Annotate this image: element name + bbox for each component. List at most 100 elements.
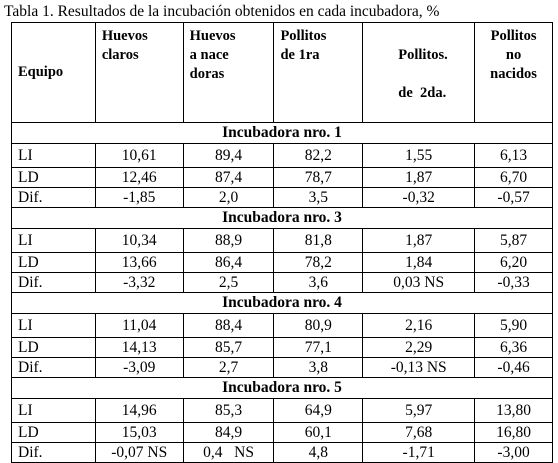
table-row-ld: LD 15,03 84,9 60,1 7,68 16,80 — [11, 422, 553, 443]
data-cell: 10,34 — [94, 228, 184, 253]
data-cell: 64,9 — [273, 398, 364, 423]
header-line: Pollitos. — [398, 47, 448, 63]
data-cell: 5,90 — [474, 313, 553, 338]
table-row-ld: LD 14,13 85,7 77,1 2,29 6,36 — [11, 337, 553, 358]
section-row: Incubadora nro. 5 — [11, 377, 553, 399]
header-line: no — [505, 47, 522, 63]
header-pollitos-2da: Pollitos. de 2da. — [362, 22, 476, 123]
header-pollitos-no-nacidos: Pollitos no nacidos — [474, 22, 553, 123]
data-cell: -0,33 — [474, 272, 553, 293]
data-cell: 14,96 — [94, 398, 184, 423]
header-pollitos-1ra: Pollitos de 1ra — [273, 22, 364, 123]
data-cell: 6,20 — [474, 252, 553, 273]
data-cell: 6,70 — [474, 167, 553, 188]
incubation-results-table: Equipo Huevos claros Huevos a nace doras… — [11, 22, 553, 463]
data-cell: 0,03 NS — [362, 272, 476, 293]
data-cell: -0,57 — [474, 187, 553, 208]
table-row-li: LI 11,04 88,4 80,9 2,16 5,90 — [11, 313, 553, 338]
data-cell: 13,80 — [474, 398, 553, 423]
row-label: LD — [11, 252, 96, 273]
row-label: LD — [11, 337, 96, 358]
table-caption: Tabla 1. Resultados de la incubación obt… — [4, 3, 440, 20]
data-cell: -3,32 — [94, 272, 184, 293]
data-cell: -3,09 — [94, 357, 184, 378]
data-cell: -0,13 NS — [362, 357, 476, 378]
header-line: Pollitos — [280, 28, 327, 44]
data-cell: 84,9 — [182, 422, 275, 443]
section-title: Incubadora nro. 5 — [11, 377, 553, 399]
data-cell: -0,07 NS — [94, 442, 184, 463]
row-label: LI — [11, 398, 96, 423]
data-cell: 2,5 — [182, 272, 275, 293]
row-label: LD — [11, 422, 96, 443]
data-cell: 3,5 — [273, 187, 364, 208]
data-cell: 87,4 — [182, 167, 275, 188]
data-cell: 4,8 — [273, 442, 364, 463]
data-cell: 6,13 — [474, 143, 553, 168]
data-cell: -1,71 — [362, 442, 476, 463]
data-cell: 78,7 — [273, 167, 364, 188]
header-row: Equipo Huevos claros Huevos a nace doras… — [11, 22, 553, 123]
section-title: Incubadora nro. 1 — [11, 122, 553, 144]
data-cell: 7,68 — [362, 422, 476, 443]
data-cell: 2,0 — [182, 187, 275, 208]
data-cell: 14,13 — [94, 337, 184, 358]
data-cell: 80,9 — [273, 313, 364, 338]
data-cell: 89,4 — [182, 143, 275, 168]
data-cell: 16,80 — [474, 422, 553, 443]
table-row-dif: Dif. -3,09 2,7 3,8 -0,13 NS -0,46 — [11, 357, 553, 378]
header-equipo: Equipo — [11, 22, 96, 123]
data-cell: 85,3 — [182, 398, 275, 423]
table-row-dif: Dif. -3,32 2,5 3,6 0,03 NS -0,33 — [11, 272, 553, 293]
table-row-li: LI 10,34 88,9 81,8 1,87 5,87 — [11, 228, 553, 253]
row-label: LI — [11, 228, 96, 253]
row-label: LI — [11, 313, 96, 338]
section-title: Incubadora nro. 3 — [11, 207, 553, 229]
data-cell: 0,4 NS — [182, 442, 275, 463]
table-row-dif: Dif. -0,07 NS 0,4 NS 4,8 -1,71 -3,00 — [11, 442, 553, 463]
table-row-li: LI 10,61 89,4 82,2 1,55 6,13 — [11, 143, 553, 168]
data-cell: 85,7 — [182, 337, 275, 358]
header-line: claros — [101, 47, 139, 63]
data-cell: 5,97 — [362, 398, 476, 423]
table-row-dif: Dif. -1,85 2,0 3,5 -0,32 -0,57 — [11, 187, 553, 208]
data-cell: 3,6 — [273, 272, 364, 293]
data-cell: 86,4 — [182, 252, 275, 273]
data-cell: 11,04 — [94, 313, 184, 338]
header-line: Pollitos — [490, 28, 537, 44]
table-row-ld: LD 12,46 87,4 78,7 1,87 6,70 — [11, 167, 553, 188]
data-cell: 1,55 — [362, 143, 476, 168]
data-cell: 6,36 — [474, 337, 553, 358]
row-label: LD — [11, 167, 96, 188]
header-huevos-claros: Huevos claros — [94, 22, 184, 123]
table-row-ld: LD 13,66 86,4 78,2 1,84 6,20 — [11, 252, 553, 273]
data-cell: -0,32 — [362, 187, 476, 208]
data-cell: 88,4 — [182, 313, 275, 338]
data-cell: 12,46 — [94, 167, 184, 188]
row-label: Dif. — [11, 272, 96, 293]
data-cell: 2,7 — [182, 357, 275, 378]
header-line: a nace — [189, 47, 229, 63]
section-title: Incubadora nro. 4 — [11, 292, 553, 314]
data-cell: -3,00 — [474, 442, 553, 463]
data-cell: 82,2 — [273, 143, 364, 168]
data-cell: 10,61 — [94, 143, 184, 168]
data-cell: 15,03 — [94, 422, 184, 443]
table-row-li: LI 14,96 85,3 64,9 5,97 13,80 — [11, 398, 553, 423]
data-cell: 77,1 — [273, 337, 364, 358]
data-cell: -0,46 — [474, 357, 553, 378]
data-cell: 5,87 — [474, 228, 553, 253]
data-cell: 2,16 — [362, 313, 476, 338]
data-cell: 3,8 — [273, 357, 364, 378]
header-line: de 2da. — [398, 85, 447, 101]
row-label: Dif. — [11, 187, 96, 208]
data-cell: -1,85 — [94, 187, 184, 208]
data-cell: 2,29 — [362, 337, 476, 358]
header-line: Huevos — [189, 28, 236, 44]
header-line: nacidos — [490, 66, 537, 82]
section-row: Incubadora nro. 4 — [11, 292, 553, 314]
data-cell: 1,84 — [362, 252, 476, 273]
data-cell: 88,9 — [182, 228, 275, 253]
data-cell: 1,87 — [362, 228, 476, 253]
section-row: Incubadora nro. 1 — [11, 122, 553, 144]
